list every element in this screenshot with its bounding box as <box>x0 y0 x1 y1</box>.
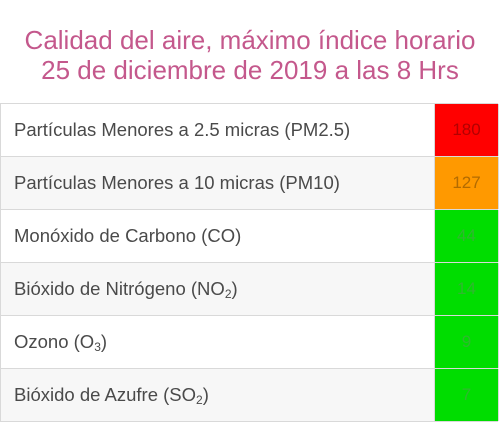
label-end: ) <box>231 278 238 299</box>
label-subscript: 2 <box>196 393 203 407</box>
pollutant-label: Monóxido de Carbono (CO) <box>14 225 242 246</box>
pollutant-label: Ozono (O3) <box>14 316 107 368</box>
header: Calidad del aire, máximo índice horario … <box>0 0 500 100</box>
table-row-co: Monóxido de Carbono (CO) 44 <box>1 210 499 263</box>
air-quality-table: Partículas Menores a 2.5 micras (PM2.5) … <box>0 103 499 422</box>
index-value: 7 <box>434 369 499 421</box>
table-row-pm10: Partículas Menores a 10 micras (PM10) 12… <box>1 157 499 210</box>
pollutant-label: Partículas Menores a 2.5 micras (PM2.5) <box>14 119 351 140</box>
index-value: 127 <box>434 157 499 209</box>
table-row-so2: Bióxido de Azufre (SO2) 7 <box>1 369 499 422</box>
label-end: ) <box>100 331 108 352</box>
pollutant-label: Bióxido de Nitrógeno (NO2) <box>14 263 238 315</box>
index-value: 9 <box>434 316 499 368</box>
label-subscript: 3 <box>94 340 101 354</box>
index-value: 44 <box>434 210 499 262</box>
pollutant-label: Partículas Menores a 10 micras (PM10) <box>14 172 340 193</box>
label-main: Bióxido de Azufre (SO <box>14 384 197 405</box>
index-value: 14 <box>434 263 499 315</box>
label-main: Bióxido de Nitrógeno (NO <box>14 278 225 299</box>
table-row-no2: Bióxido de Nitrógeno (NO2) 14 <box>1 263 499 316</box>
table-row-pm25: Partículas Menores a 2.5 micras (PM2.5) … <box>1 104 499 157</box>
pollutant-label: Bióxido de Azufre (SO2) <box>14 369 209 421</box>
label-subscript: 2 <box>224 287 232 301</box>
index-value: 180 <box>434 104 499 156</box>
label-end: ) <box>202 384 209 405</box>
title-line-2: 25 de diciembre de 2019 a las 8 Hrs <box>41 55 459 85</box>
table-row-o3: Ozono (O3) 9 <box>1 316 499 369</box>
title-line-1: Calidad del aire, máximo índice horario <box>24 25 476 55</box>
label-main: Ozono (O <box>14 331 95 352</box>
